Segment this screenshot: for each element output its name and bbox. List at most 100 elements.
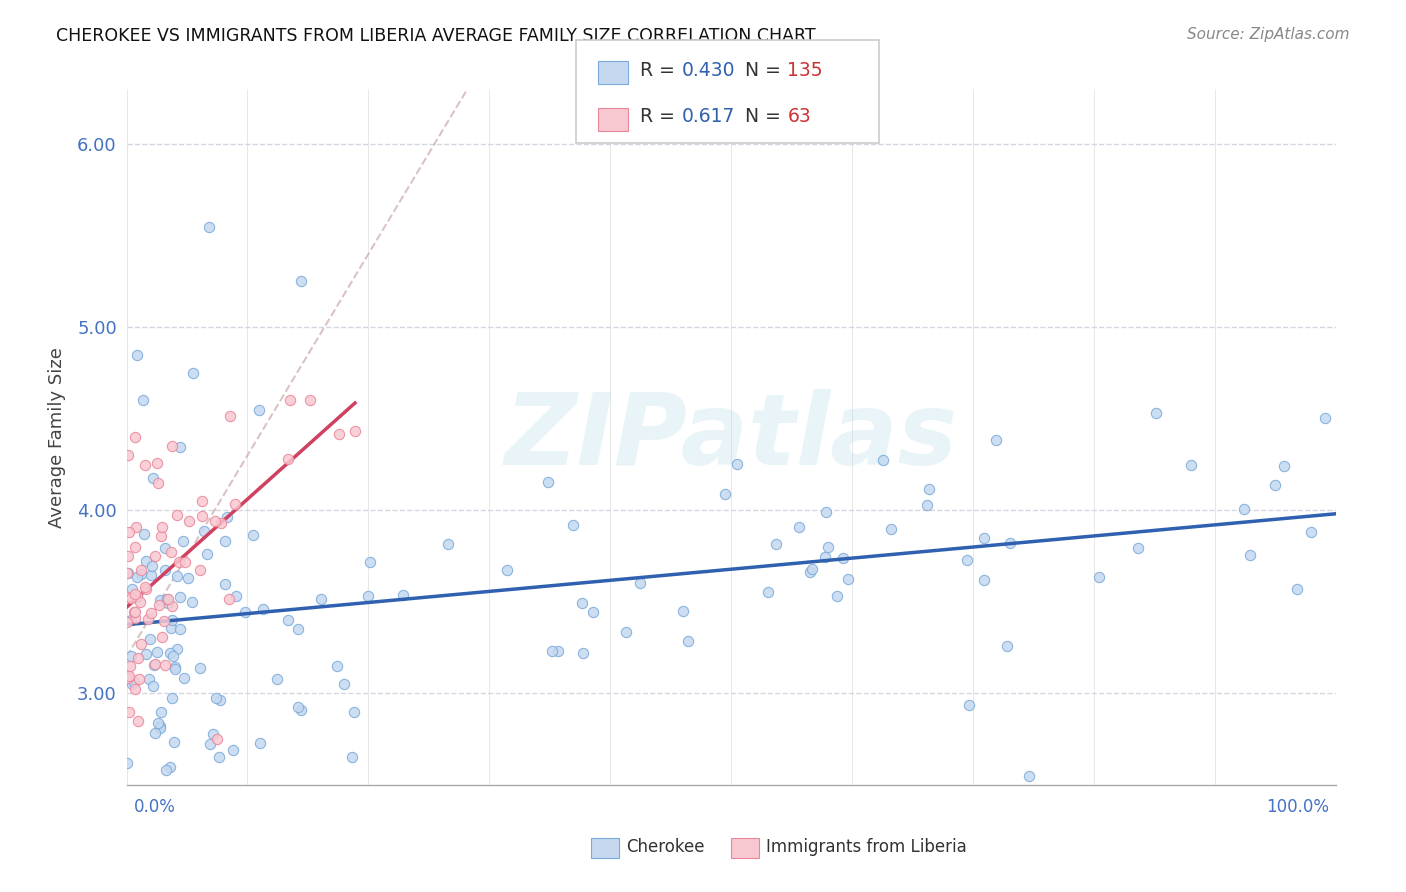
Point bbox=[160, 439, 183, 453]
Point bbox=[162, 690, 184, 705]
Point bbox=[918, 483, 941, 497]
Point bbox=[326, 659, 349, 673]
Point bbox=[233, 605, 256, 619]
Point bbox=[125, 348, 148, 362]
Point bbox=[141, 568, 163, 582]
Point bbox=[172, 534, 194, 549]
Point bbox=[359, 555, 381, 569]
Point bbox=[117, 566, 139, 580]
Point bbox=[146, 475, 169, 490]
Point bbox=[160, 621, 183, 635]
Point bbox=[160, 599, 183, 614]
Point bbox=[278, 393, 301, 408]
Point bbox=[191, 494, 214, 508]
Point bbox=[1232, 502, 1254, 516]
Point bbox=[122, 675, 145, 690]
Point bbox=[155, 657, 177, 672]
Point bbox=[672, 604, 695, 618]
Point bbox=[150, 630, 173, 644]
Point bbox=[872, 452, 894, 467]
Point bbox=[169, 591, 191, 605]
Text: R =: R = bbox=[640, 61, 681, 79]
Point bbox=[127, 714, 149, 728]
Point bbox=[1088, 570, 1111, 584]
Point bbox=[328, 426, 350, 441]
Point bbox=[146, 715, 169, 730]
Point bbox=[880, 522, 903, 536]
Point bbox=[287, 622, 309, 636]
Point bbox=[214, 577, 236, 591]
Point bbox=[124, 430, 146, 444]
Point bbox=[121, 649, 143, 664]
Text: 0.617: 0.617 bbox=[682, 107, 735, 127]
Point bbox=[998, 535, 1021, 549]
Point bbox=[121, 677, 143, 691]
Point bbox=[135, 582, 157, 596]
Point bbox=[188, 661, 211, 675]
Point bbox=[756, 585, 779, 599]
Text: 0.0%: 0.0% bbox=[134, 798, 176, 816]
Point bbox=[152, 520, 174, 534]
Point bbox=[188, 563, 211, 577]
Point bbox=[1286, 582, 1309, 596]
Point bbox=[118, 669, 141, 683]
Point bbox=[160, 545, 183, 559]
Point bbox=[247, 402, 270, 417]
Point bbox=[143, 657, 166, 671]
Point bbox=[157, 597, 180, 611]
Point bbox=[1018, 769, 1040, 783]
Point bbox=[162, 649, 184, 664]
Point bbox=[915, 498, 938, 512]
Point bbox=[125, 520, 148, 534]
Point bbox=[125, 590, 148, 604]
Point bbox=[628, 575, 651, 590]
Point bbox=[765, 537, 787, 551]
Point bbox=[799, 565, 821, 579]
Text: 63: 63 bbox=[787, 107, 811, 127]
Point bbox=[129, 637, 152, 651]
Point bbox=[193, 524, 215, 538]
Point bbox=[149, 592, 172, 607]
Point bbox=[156, 591, 179, 606]
Text: R =: R = bbox=[640, 107, 681, 127]
Point bbox=[139, 632, 162, 647]
Point bbox=[299, 393, 322, 408]
Point bbox=[118, 524, 141, 539]
Point bbox=[129, 567, 152, 582]
Point bbox=[1299, 525, 1322, 540]
Point bbox=[115, 566, 138, 581]
Point bbox=[198, 219, 221, 234]
Point bbox=[149, 722, 172, 736]
Point bbox=[145, 456, 167, 470]
Point bbox=[174, 555, 197, 569]
Point bbox=[127, 569, 149, 583]
Point bbox=[204, 514, 226, 528]
Point bbox=[1144, 406, 1167, 420]
Point bbox=[122, 605, 145, 619]
Point bbox=[392, 589, 415, 603]
Point bbox=[541, 643, 564, 657]
Text: N =: N = bbox=[745, 107, 787, 127]
Point bbox=[150, 705, 173, 719]
Point bbox=[205, 732, 228, 747]
Point bbox=[561, 518, 583, 533]
Point bbox=[209, 516, 232, 530]
Point bbox=[1315, 411, 1337, 425]
Point bbox=[166, 641, 188, 656]
Point bbox=[725, 457, 748, 471]
Point bbox=[343, 705, 366, 719]
Text: 100.0%: 100.0% bbox=[1265, 798, 1329, 816]
Point bbox=[117, 705, 139, 719]
Text: Source: ZipAtlas.com: Source: ZipAtlas.com bbox=[1187, 27, 1350, 42]
Point bbox=[290, 703, 312, 717]
Point bbox=[127, 589, 149, 603]
Point bbox=[342, 750, 364, 764]
Point bbox=[115, 756, 138, 770]
Text: N =: N = bbox=[745, 61, 787, 79]
Point bbox=[155, 764, 177, 778]
Point bbox=[142, 471, 165, 485]
Point bbox=[814, 505, 837, 519]
Point bbox=[222, 743, 245, 757]
Y-axis label: Average Family Size: Average Family Size bbox=[48, 347, 66, 527]
Point bbox=[173, 671, 195, 685]
